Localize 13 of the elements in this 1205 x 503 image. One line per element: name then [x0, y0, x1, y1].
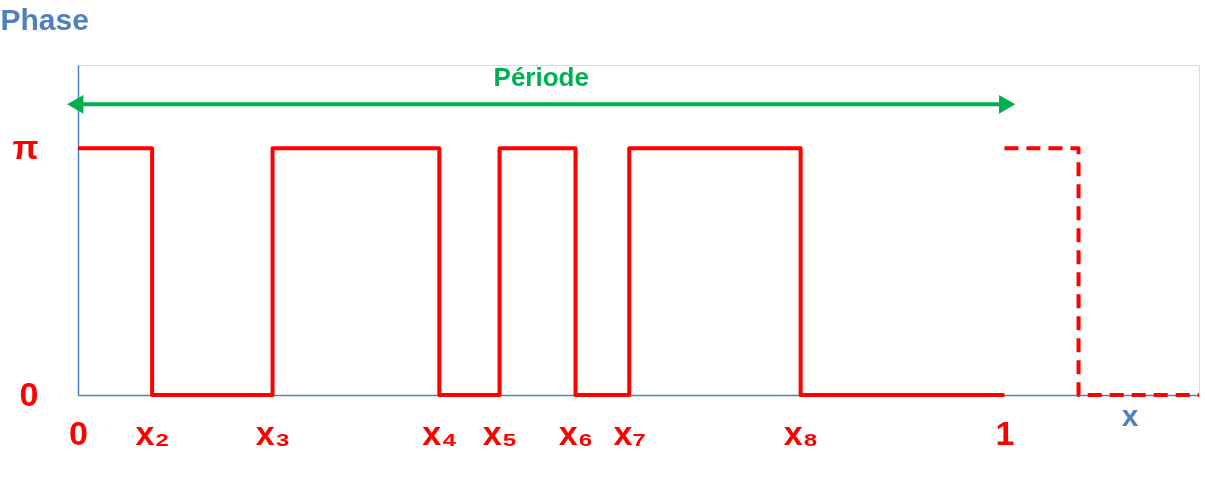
x-tick-label: x₃ — [255, 413, 291, 452]
x-tick-label: x₆ — [558, 413, 594, 452]
x-tick-label: x₇ — [613, 413, 646, 452]
x-tick-label: 0 — [69, 413, 88, 452]
series-label: Période — [493, 62, 589, 93]
x-tick-label: x₅ — [482, 413, 518, 452]
y-axis-title: Phase — [0, 2, 89, 36]
x-tick-label: x₄ — [422, 413, 458, 452]
x-tick-label: 1 — [995, 413, 1015, 452]
x-tick-label: x₈ — [783, 413, 819, 452]
x-axis-title: x — [1121, 398, 1139, 432]
x-tick-label: x₂ — [135, 413, 170, 452]
y-tick-label: π — [12, 127, 39, 166]
